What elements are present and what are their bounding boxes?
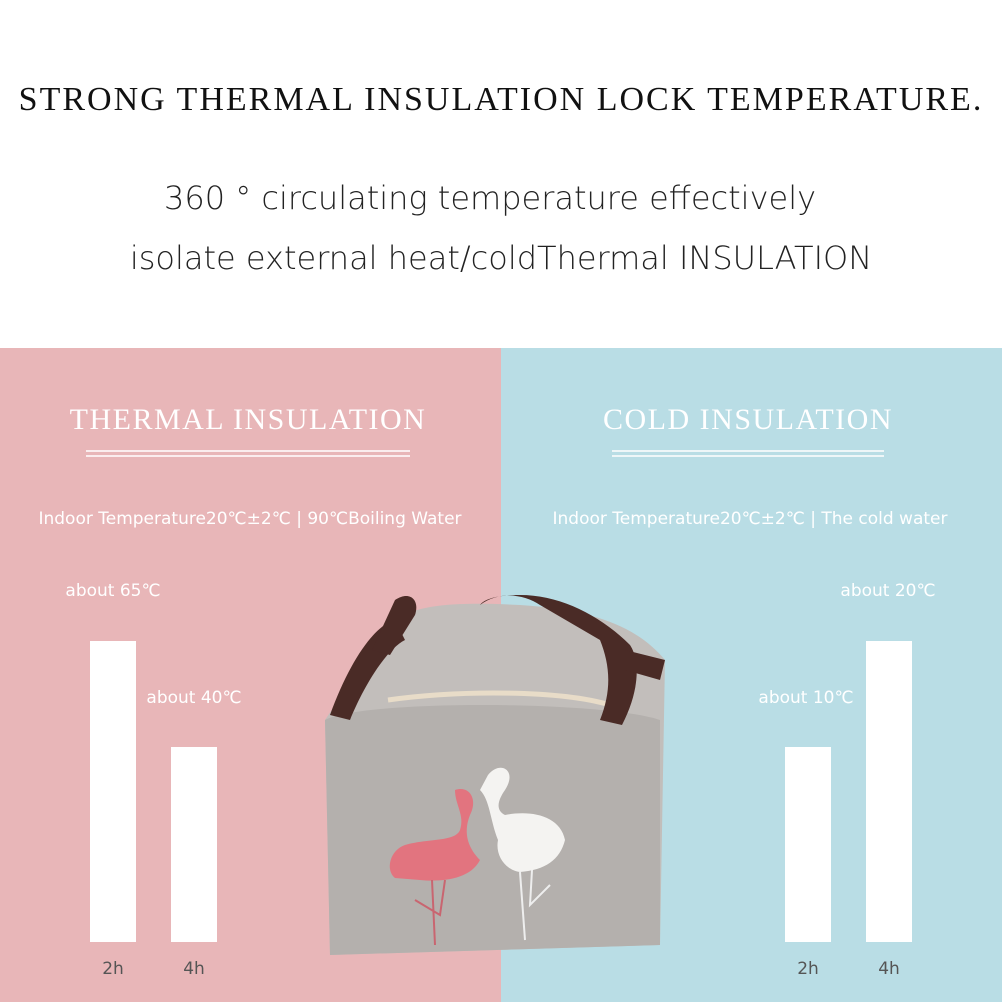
subtitle: isolate external heat/coldThermal INSULA… <box>130 239 872 277</box>
bar <box>866 641 912 942</box>
bar <box>171 747 217 942</box>
bar <box>785 747 831 942</box>
condition: Indoor Temperature20℃±2℃ | 90℃Boiling Wa… <box>38 509 461 529</box>
header-bg <box>0 0 1002 348</box>
bar-label: about 65℃ <box>65 581 160 601</box>
time-label: 2h <box>797 959 819 979</box>
subtitle: 360 ° circulating temperature effectivel… <box>164 179 816 217</box>
bar <box>90 641 136 942</box>
bar-label: about 40℃ <box>146 688 241 708</box>
panel-heading: COLD INSULATION <box>603 403 893 436</box>
condition: Indoor Temperature20℃±2℃ | The cold wate… <box>553 509 948 529</box>
bag <box>325 595 665 955</box>
bar-label: about 10℃ <box>758 688 853 708</box>
bar-label: about 20℃ <box>840 581 935 601</box>
panel-heading: THERMAL INSULATION <box>70 403 427 436</box>
time-label: 4h <box>183 959 205 979</box>
title: STRONG THERMAL INSULATION LOCK TEMPERATU… <box>19 81 984 118</box>
time-label: 2h <box>102 959 124 979</box>
time-label: 4h <box>878 959 900 979</box>
